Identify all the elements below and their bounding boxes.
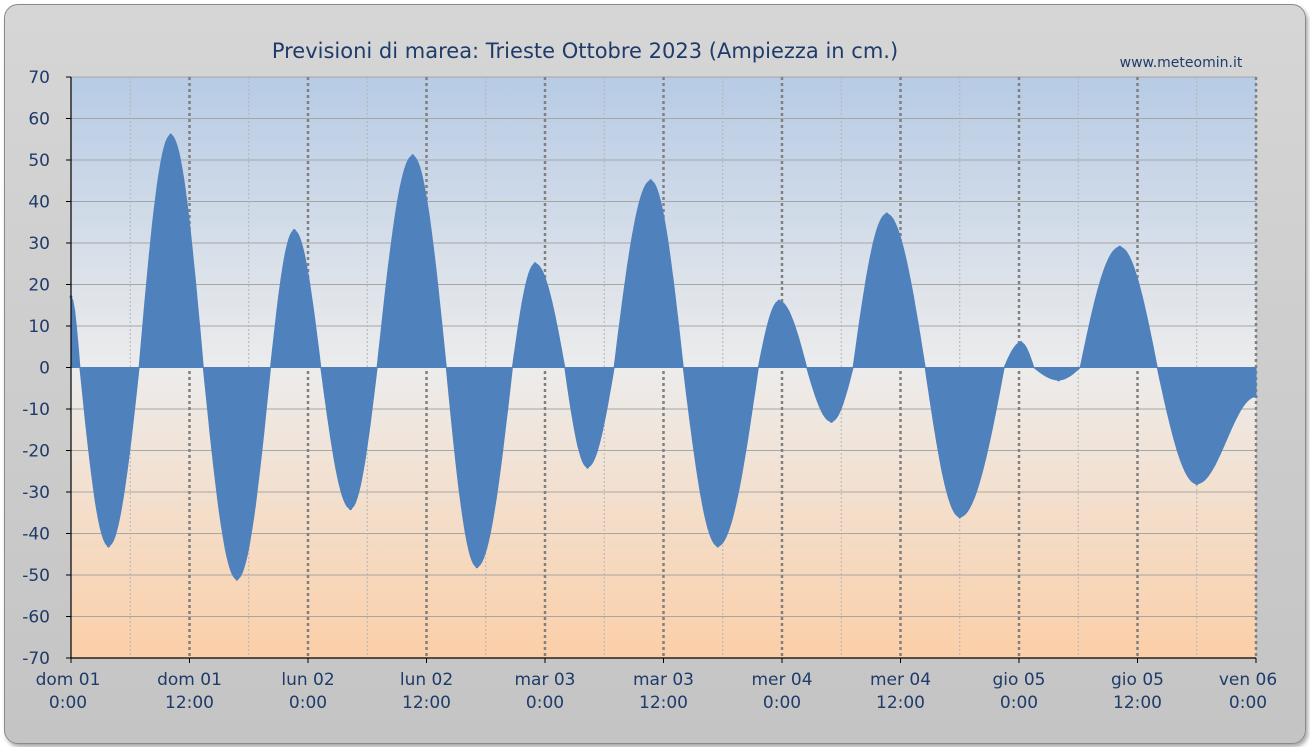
x-tick-label-day: gio 05 [1111, 670, 1164, 690]
tide-extremum-point [777, 299, 781, 303]
tide-extremum-point [475, 565, 479, 569]
y-tick-label: -50 [22, 566, 50, 586]
tide-extremum-point [1019, 341, 1023, 345]
tide-extremum-point [235, 577, 239, 581]
x-tick-label-day: gio 05 [993, 670, 1046, 690]
x-tick-label-time: 0:00 [49, 693, 87, 713]
x-tick-label-day: dom 01 [36, 670, 101, 690]
y-tick-label: -10 [22, 400, 50, 420]
tide-extremum-point [1057, 378, 1060, 382]
tide-extremum-point [411, 154, 415, 158]
x-tick-label-day: mar 03 [514, 670, 575, 690]
tide-extremum-point [169, 133, 173, 137]
x-tick-label-time: 0:00 [763, 693, 801, 713]
tide-extremum-point [716, 544, 720, 548]
x-tick-label-day: dom 01 [157, 670, 222, 690]
x-tick-label-day: lun 02 [281, 670, 334, 690]
y-tick-label: 60 [28, 110, 50, 130]
y-tick-label: -40 [22, 525, 50, 545]
watermark: www.meteomin.it [1120, 55, 1243, 71]
y-tick-label: 40 [28, 193, 50, 213]
tide-extremum-point [292, 229, 296, 232]
y-axis-labels: 70 60 50 40 30 20 10 0 -10 -20 -30 -40 -50 -60 -70 [22, 68, 50, 669]
x-axis-labels: dom 01 0:00 dom 01 12:00 lun 02 0:00 lun 02 12:… [36, 670, 1278, 713]
x-tick-label-time: 12:00 [165, 693, 214, 713]
tide-series-area [70, 134, 1257, 580]
x-tick-label-time: 12:00 [876, 693, 925, 713]
tide-extremum-point [586, 465, 589, 469]
tide-extremum-point [349, 507, 352, 511]
series-area [69, 133, 1258, 581]
y-tick-label: 0 [39, 359, 50, 379]
x-tick-label-day: lun 02 [400, 670, 453, 690]
tide-extremum-point [533, 262, 537, 266]
tide-extremum-point [958, 515, 962, 519]
x-tick-label-time: 12:00 [639, 693, 688, 713]
tide-extremum-point [1254, 395, 1258, 399]
y-tick-label: 70 [28, 68, 50, 88]
tide-extremum-point [649, 179, 653, 183]
x-tick-label-day: mar 03 [633, 670, 694, 690]
x-tick-label-time: 12:00 [1113, 693, 1162, 713]
x-tick-label-day: mer 04 [751, 670, 812, 690]
x-tick-label-time: 0:00 [526, 693, 564, 713]
x-tick-label-time: 0:00 [289, 693, 327, 713]
x-tick-label-time: 12:00 [402, 693, 451, 713]
tide-extremum-point [1195, 482, 1199, 486]
axes [66, 76, 1257, 663]
tide-extremum-point [1118, 245, 1122, 249]
x-tick-label-day: mer 04 [870, 670, 931, 690]
y-tick-label: 30 [28, 234, 50, 254]
tide-extremum-point [107, 544, 110, 548]
y-tick-label: 20 [28, 276, 50, 296]
y-tick-label: -20 [22, 442, 50, 462]
x-tick-label-time: 0:00 [1229, 693, 1267, 713]
x-tick-label-time: 0:00 [1000, 693, 1038, 713]
chart-title: Previsioni di marea: Trieste Ottobre 202… [272, 39, 898, 63]
y-tick-label: 50 [28, 151, 50, 171]
y-tick-label: -30 [22, 483, 50, 503]
y-tick-label: 10 [28, 317, 50, 337]
tide-extremum-point [885, 212, 889, 216]
tide-extremum-point [829, 419, 833, 423]
y-tick-label: -60 [22, 608, 50, 628]
x-tick-label-day: ven 06 [1219, 670, 1277, 690]
y-tick-label: -70 [22, 649, 50, 669]
